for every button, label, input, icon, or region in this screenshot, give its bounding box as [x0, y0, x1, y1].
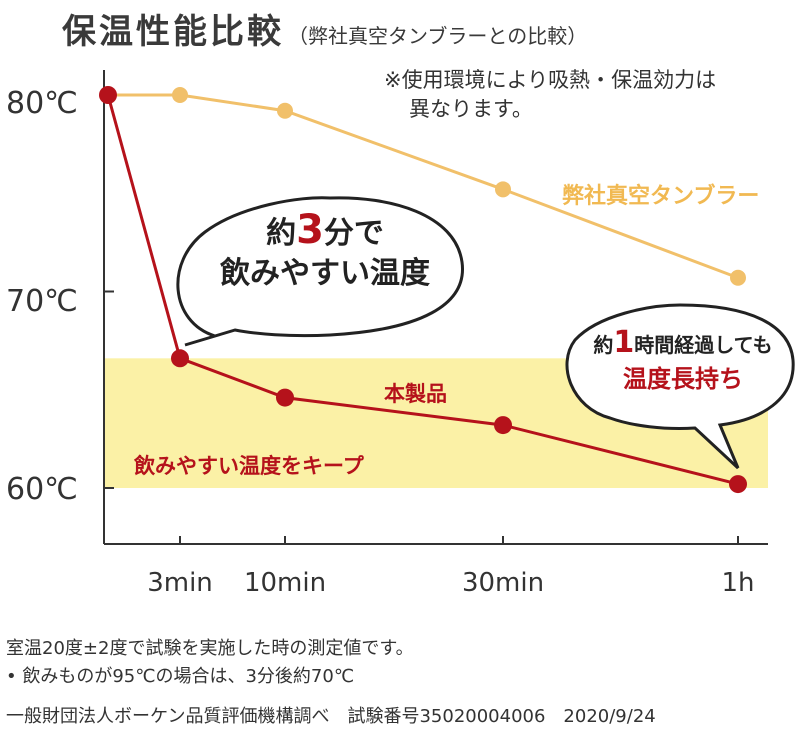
bubble-left-suffix: 分で — [323, 216, 384, 251]
data-point-product — [494, 416, 512, 435]
footer-line3: 一般財団法人ボーケン品質評価機構調べ 試験番号35020004006 2020/… — [6, 706, 656, 727]
y-tick-label: 70℃ — [6, 284, 78, 319]
series-layer — [99, 86, 747, 494]
chart-title: 保温性能比較 — [62, 12, 284, 52]
usage-note-line1: ※使用環境により吸熱・保温効力は — [384, 68, 717, 92]
usage-note-line2: 異なります。 — [409, 97, 533, 121]
data-point-product — [276, 388, 294, 407]
bubble-right-line2: 温度長持ち — [623, 365, 743, 393]
data-point-competitor — [277, 102, 293, 119]
bubble-right-text: 約1時間経過しても 温度長持ち — [576, 326, 790, 396]
bubble-right-suffix: 時間経過しても — [634, 333, 773, 357]
bubble-left-text: 約3分で 飲みやすい温度 — [205, 210, 445, 294]
y-tick-label: 60℃ — [6, 472, 78, 507]
data-point-product — [171, 349, 189, 368]
chart-subtitle: （弊社真空タンブラーとの比較） — [288, 24, 588, 48]
bubble-left-prefix: 約 — [266, 216, 297, 251]
bubble-right-number: 1 — [613, 325, 635, 360]
speech-bubble-left — [176, 196, 464, 347]
bubble-right-prefix: 約 — [593, 333, 614, 357]
footer-line2: • 飲みものが95℃の場合は、3分後約70℃ — [6, 666, 355, 687]
bubble-left-line1: 約3分で — [205, 210, 445, 254]
x-tick-label: 1h — [721, 568, 755, 598]
keep-zone-label: 飲みやすい温度をキープ — [134, 454, 364, 478]
usage-note: ※使用環境により吸熱・保温効力は 異なります。 — [384, 66, 716, 124]
y-tick-label: 80℃ — [6, 86, 78, 121]
x-tick-label: 3min — [147, 568, 213, 598]
chart-title-row: 保温性能比較 （弊社真空タンブラーとの比較） — [62, 4, 587, 53]
data-point-product — [729, 475, 747, 494]
data-point-competitor — [495, 181, 511, 198]
series-label-competitor: 弊社真空タンブラー — [562, 184, 760, 209]
x-tick-label: 30min — [461, 568, 545, 598]
footer-line1: 室温20度±2度で試験を実施した時の測定値です。 — [6, 638, 414, 659]
bubble-right-line1: 約1時間経過しても — [576, 326, 790, 362]
data-point-competitor — [172, 87, 188, 103]
data-point-competitor — [730, 269, 746, 286]
data-point-product — [99, 86, 117, 104]
bubble-left-line2: 飲みやすい温度 — [220, 256, 430, 291]
bubble-left-number: 3 — [296, 207, 324, 253]
x-tick-label: 10min — [243, 568, 327, 598]
series-label-product: 本製品 — [384, 382, 447, 406]
speech-bubble-right — [565, 303, 795, 470]
